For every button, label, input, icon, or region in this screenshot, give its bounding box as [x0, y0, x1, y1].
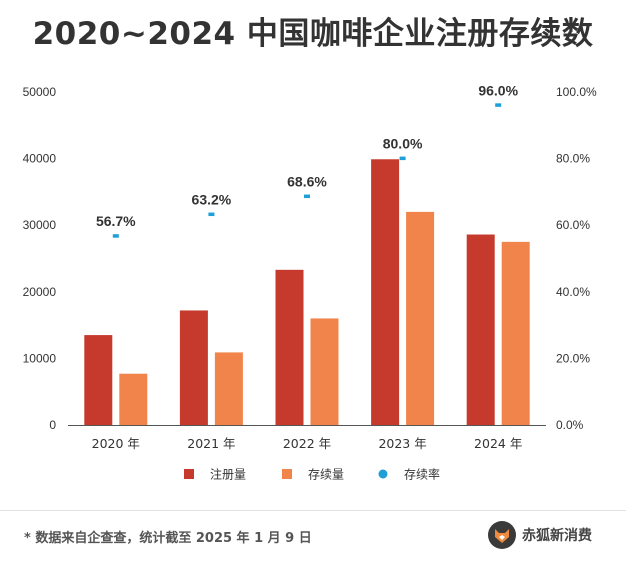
rate-marker-3	[304, 194, 310, 199]
bar-registered-1	[84, 335, 113, 425]
chart-title: 2020~2024 中国咖啡企业注册存续数	[32, 16, 594, 52]
y-left-tick-label: 0	[49, 418, 56, 432]
y-right-tick-label: 60.0%	[556, 218, 590, 232]
brand-name: 赤狐新消费	[522, 528, 592, 544]
legend-label: 存续量	[308, 468, 344, 482]
bar-surviving-2	[214, 352, 243, 425]
y-left-tick-label: 50000	[23, 85, 57, 99]
bar-registered-4	[371, 159, 400, 426]
rate-data-label: 63.2%	[192, 192, 232, 208]
rate-data-label: 96.0%	[478, 82, 518, 98]
bar-surviving-1	[119, 373, 148, 425]
rate-marker-2	[208, 212, 215, 217]
y-right-tick-label: 0.0%	[556, 418, 584, 432]
bar-surviving-4	[406, 211, 435, 425]
legend-label: 存续率	[404, 467, 440, 482]
y-right-tick-label: 20.0%	[556, 351, 590, 365]
y-left-tick-label: 10000	[23, 351, 57, 365]
rate-data-label: 80.0%	[383, 136, 423, 152]
rate-marker-4	[399, 156, 406, 161]
x-tick-label: 2021 年	[187, 436, 235, 451]
y-right-tick-label: 100.0%	[556, 85, 597, 99]
x-tick-label: 2022 年	[283, 436, 331, 451]
rate-data-label: 68.6%	[287, 174, 327, 190]
x-tick-label: 2020 年	[92, 436, 140, 451]
bar-surviving-3	[310, 318, 339, 425]
source-note: * 数据来自企查查，统计截至 2025 年 1 月 9 日	[24, 531, 312, 546]
rate-marker-5	[495, 103, 502, 107]
bar-registered-5	[466, 234, 495, 425]
chart-canvas: 0 10000 20000 30000 40000 50000 0.0% 20.0% 40.0%…	[23, 82, 597, 482]
bar-surviving-5	[501, 241, 530, 425]
rate-data-label: 56.7%	[96, 213, 136, 229]
x-tick-label: 2023 年	[378, 436, 426, 451]
legend-swatch-2	[282, 469, 292, 479]
legend-swatch-1	[184, 469, 194, 479]
y-right-tick-label: 40.0%	[556, 285, 590, 299]
y-left-tick-label: 20000	[23, 285, 57, 299]
rate-marker-1	[112, 234, 119, 238]
y-left-tick-label: 30000	[23, 218, 57, 232]
bar-registered-2	[179, 310, 208, 425]
x-tick-label: 2024 年	[474, 436, 522, 451]
legend-swatch-3	[378, 469, 388, 479]
legend-label: 注册量	[210, 467, 246, 482]
fox-logo-icon	[488, 521, 516, 549]
y-right-tick-label: 80.0%	[556, 152, 590, 166]
bar-registered-3	[275, 269, 304, 425]
footer-divider	[0, 510, 626, 511]
brand: 赤狐新消费	[488, 520, 592, 550]
y-left-tick-label: 40000	[23, 152, 57, 166]
